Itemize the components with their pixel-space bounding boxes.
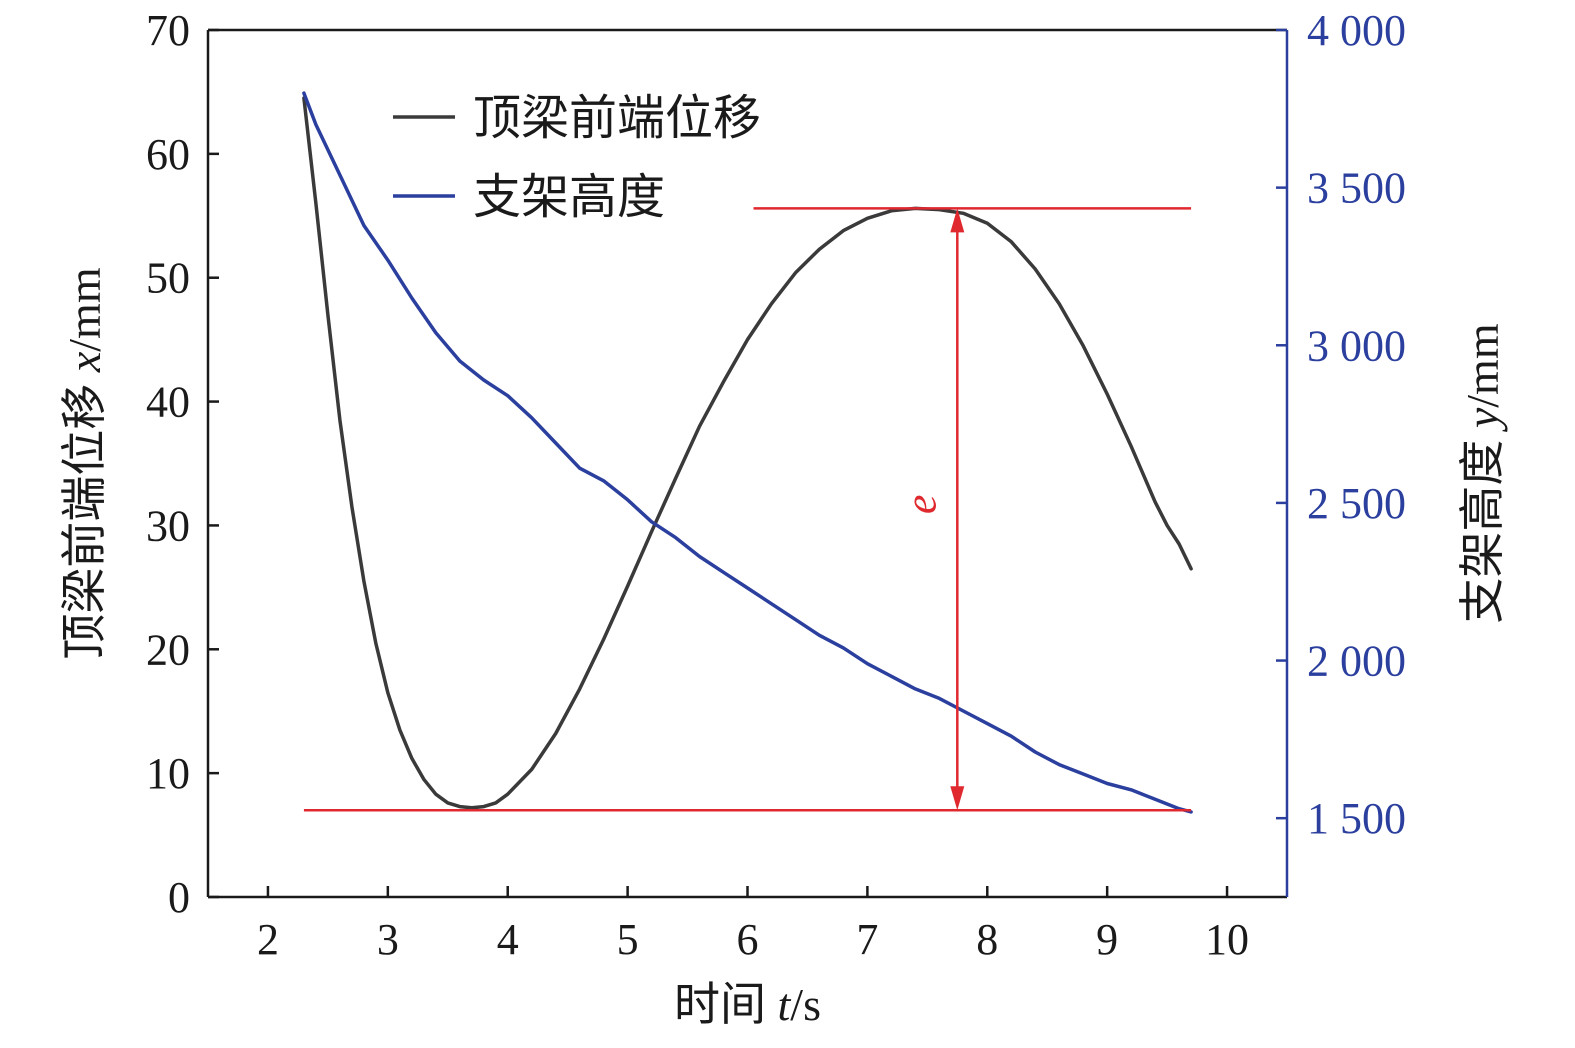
series-group: [302, 91, 1193, 814]
y-right-axis-title-unit: /mm: [1457, 323, 1508, 408]
range-arrow-head-down: [950, 786, 965, 811]
x-axis-title-unit: /s: [790, 979, 821, 1030]
y-left-axis-title: 顶梁前端位移 x/mm: [59, 267, 110, 659]
x-tick-label: 3: [377, 915, 399, 964]
y-left-tick-label: 40: [146, 378, 190, 427]
x-tick-label: 8: [976, 915, 998, 964]
y-left-tick-label: 30: [146, 501, 190, 550]
legend-label: 顶梁前端位移: [473, 92, 761, 145]
x-tick-label: 9: [1096, 915, 1118, 964]
y-right-tick-label: 3 000: [1307, 321, 1406, 370]
x-axis-title-variable: t: [778, 979, 792, 1030]
x-tick-label: 6: [737, 915, 759, 964]
x-tick-label: 2: [257, 915, 279, 964]
y-right-tick-label: 3 500: [1307, 164, 1406, 213]
y-left-tick-label: 10: [146, 749, 190, 798]
x-axis-title: 时间 t/s: [674, 979, 821, 1030]
y-right-tick-label: 4 000: [1307, 6, 1406, 55]
y-left-axis-title-text: 顶梁前端位移: [59, 372, 110, 660]
annotation-group: e: [303, 207, 1192, 812]
series-line-displacement: [302, 96, 1193, 810]
series-line-support-height: [302, 91, 1193, 814]
y-right-axis-title-variable: y: [1457, 407, 1508, 432]
axes-group: 2 3 4 5 6 7 8 9 10 0 10 20 30 40 50 60 70 1 500 2 000 2 500…: [59, 6, 1508, 1030]
y-left-axis-title-variable: x: [59, 351, 110, 373]
range-label: e: [896, 495, 945, 515]
y-left-tick-label: 50: [146, 254, 190, 303]
x-tick-label: 4: [497, 915, 519, 964]
legend-label: 支架高度: [473, 171, 665, 224]
range-arrow-head-up: [950, 208, 965, 233]
x-tick-label: 10: [1205, 915, 1249, 964]
y-right-tick-label: 2 500: [1307, 479, 1406, 528]
y-left-axis-title-unit: /mm: [59, 267, 110, 352]
x-axis-title-text: 时间: [674, 979, 778, 1030]
y-left-tick-label: 0: [168, 873, 190, 922]
y-right-tick-label: 2 000: [1307, 637, 1406, 686]
x-tick-label: 5: [617, 915, 639, 964]
y-left-tick-label: 20: [146, 625, 190, 674]
y-right-tick-label: 1 500: [1307, 794, 1406, 843]
x-tick-label: 7: [856, 915, 878, 964]
y-right-axis-title: 支架高度 y/mm: [1457, 323, 1508, 623]
y-left-tick-label: 70: [146, 6, 190, 55]
y-left-tick-label: 60: [146, 130, 190, 179]
y-right-axis-title-text: 支架高度: [1457, 428, 1508, 624]
